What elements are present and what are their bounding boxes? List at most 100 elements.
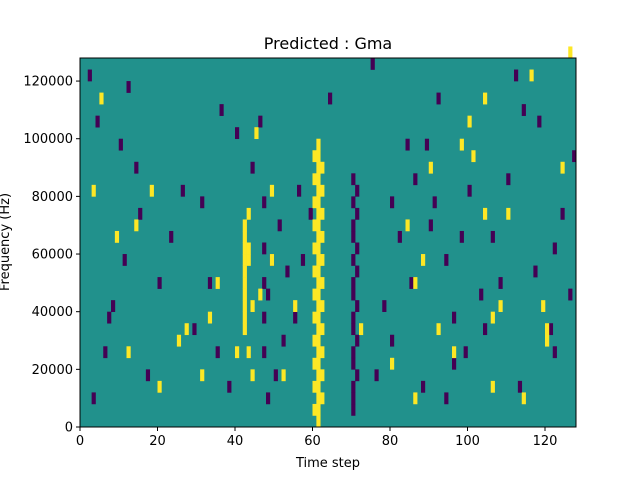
heatmap-cell-low — [351, 230, 356, 243]
heatmap-cell-high — [242, 323, 247, 336]
heatmap-cell-high — [250, 369, 255, 382]
heatmap-cell-high — [246, 254, 251, 266]
heatmap-cell-high — [413, 277, 418, 289]
heatmap-cell-high — [316, 323, 321, 336]
heatmap-cell-high — [498, 300, 503, 312]
heatmap-cell-low — [568, 288, 573, 301]
heatmap-cell-high — [126, 346, 131, 359]
heatmap-cell-low — [118, 138, 123, 151]
heatmap-cell-high — [320, 184, 325, 197]
heatmap-cell-high — [312, 150, 317, 163]
heatmap-cell-low — [351, 288, 356, 301]
heatmap-cell-low — [560, 207, 565, 220]
heatmap-cell-high — [316, 150, 321, 163]
heatmap-cell-low — [397, 230, 402, 243]
heatmap-cell-low — [517, 380, 523, 393]
heatmap-cell-high — [316, 138, 321, 151]
heatmap-cell-high — [242, 277, 247, 289]
heatmap-cell-low — [258, 115, 263, 128]
heatmap-cell-low — [285, 265, 290, 278]
heatmap-cell-high — [316, 403, 321, 416]
heatmap-cell-high — [242, 288, 247, 301]
heatmap-cells — [87, 46, 577, 428]
heatmap-cell-low — [134, 161, 139, 174]
heatmap-cell-high — [316, 184, 321, 197]
heatmap-cell-low — [262, 346, 267, 359]
y-axis: 0 20000 40000 60000 80000 100000 120000 — [23, 75, 80, 436]
heatmap-cell-high — [316, 265, 321, 278]
heatmap-cell-low — [138, 207, 143, 220]
heatmap-cell-high — [176, 334, 182, 347]
heatmap-cell-high — [483, 92, 488, 105]
heatmap-cell-high — [490, 380, 495, 393]
heatmap-cell-low — [215, 346, 220, 359]
heatmap-cell-high — [316, 288, 321, 301]
heatmap-cell-low — [552, 346, 557, 359]
heatmap-cell-high — [320, 161, 325, 174]
heatmap-cell-low — [262, 311, 267, 324]
heatmap-cell-high — [246, 207, 251, 220]
heatmap-cell-low — [514, 69, 519, 82]
heatmap-cell-high — [157, 380, 162, 393]
heatmap-cell-high — [316, 207, 321, 220]
heatmap-cell-low — [452, 311, 457, 324]
heatmap-cell-high — [312, 380, 317, 393]
heatmap-cell-low — [405, 138, 410, 151]
heatmap-cell-low — [262, 196, 267, 209]
heatmap-cell-low — [537, 115, 542, 128]
heatmap-cell-high — [250, 300, 255, 312]
heatmap-cell-low — [552, 242, 557, 255]
heatmap-cell-high — [452, 346, 457, 359]
heatmap-cell-low — [506, 173, 511, 186]
heatmap-cell-high — [436, 323, 441, 336]
heatmap-cell-low — [444, 254, 449, 266]
heatmap-cell-low — [351, 357, 356, 370]
heatmap-cell-low — [355, 369, 360, 382]
heatmap-cell-low — [308, 207, 313, 220]
heatmap-cell-low — [374, 369, 379, 382]
heatmap-cell-low — [207, 277, 213, 289]
heatmap-cell-high — [521, 392, 526, 405]
heatmap-cell-high — [149, 184, 154, 197]
heatmap-cell-high — [320, 300, 325, 312]
plot-frame — [79, 57, 577, 428]
heatmap-cell-low — [548, 323, 554, 336]
heatmap-cell-low — [355, 334, 360, 347]
heatmap-cell-low — [428, 219, 433, 232]
heatmap-cell-high — [316, 346, 321, 359]
heatmap-cell-high — [560, 161, 565, 174]
x-tick-label: 0 — [76, 434, 84, 449]
heatmap-cell-high — [405, 219, 410, 232]
heatmap-cell-low — [390, 196, 395, 209]
heatmap-cell-low — [103, 346, 108, 359]
y-tick-label: 100000 — [23, 132, 73, 147]
y-tick-label: 40000 — [32, 305, 73, 320]
heatmap-cell-high — [293, 300, 298, 312]
heatmap-cell-low — [145, 369, 151, 382]
heatmap-cell-low — [479, 288, 484, 301]
heatmap-cell-low — [277, 219, 282, 232]
heatmap-background — [80, 58, 576, 427]
heatmap-cell-low — [95, 115, 100, 128]
heatmap-cell-high — [316, 254, 321, 266]
heatmap-cell-high — [467, 115, 472, 128]
heatmap-cell-high — [320, 254, 325, 266]
heatmap-cell-high — [529, 69, 534, 82]
heatmap-cell-low — [351, 277, 356, 289]
heatmap-cell-low — [351, 380, 356, 393]
y-tick-label: 0 — [65, 421, 73, 436]
heatmap-cell-high — [99, 92, 104, 105]
y-tick-label: 60000 — [32, 248, 73, 263]
heatmap-cell-low — [572, 150, 577, 163]
heatmap-cell-high — [269, 254, 275, 266]
heatmap-cell-high — [320, 207, 325, 220]
y-tick-label: 120000 — [23, 75, 73, 90]
heatmap-cell-low — [483, 323, 488, 336]
heatmap-cell-high — [215, 277, 220, 289]
heatmap-cell-low — [91, 392, 96, 405]
heatmap-cell-low — [490, 230, 495, 243]
heatmap-cell-high — [316, 300, 321, 312]
heatmap-cell-high — [246, 346, 251, 359]
heatmap-cell-high — [421, 254, 426, 266]
